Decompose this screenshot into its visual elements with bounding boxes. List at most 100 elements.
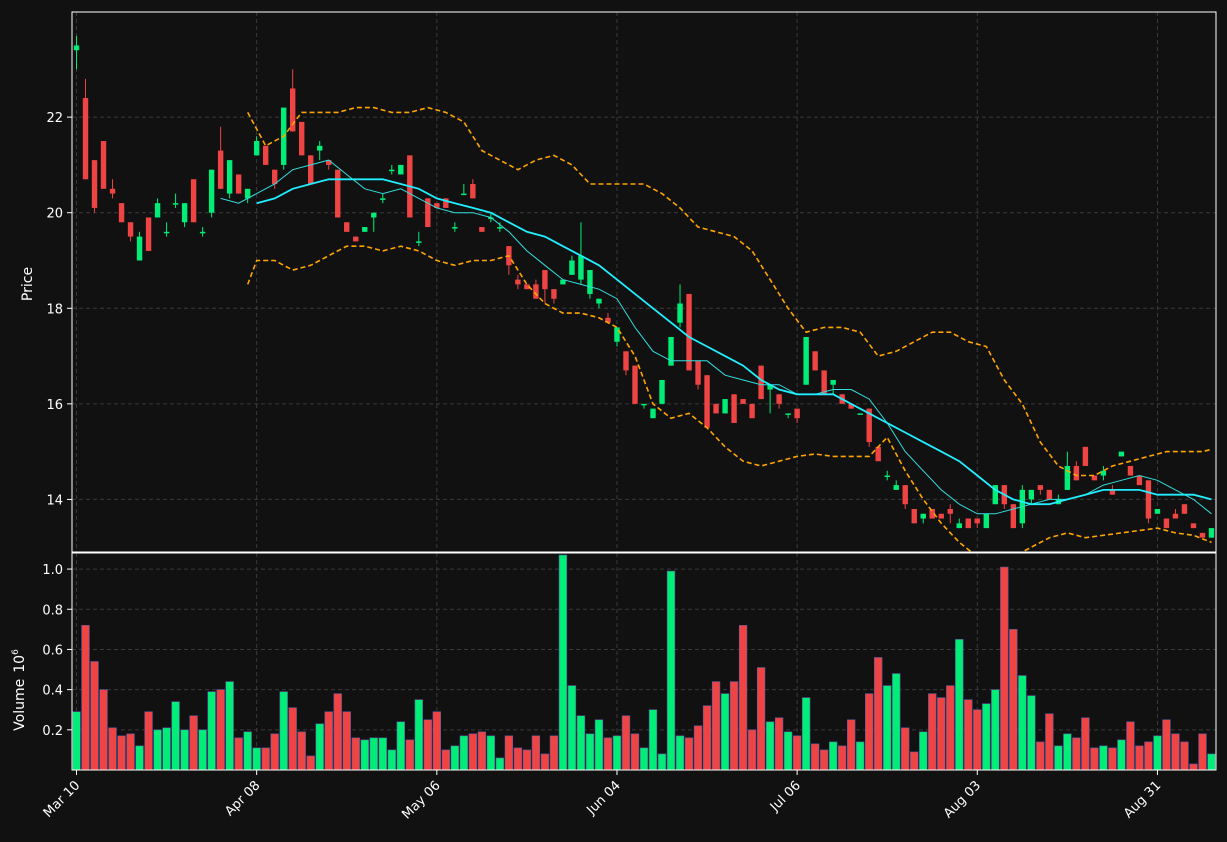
candle-body bbox=[731, 394, 737, 423]
candle-body bbox=[335, 169, 341, 218]
candle-body bbox=[578, 255, 584, 280]
candle-body bbox=[190, 179, 197, 223]
candle-body bbox=[1127, 465, 1134, 476]
volume-bar bbox=[783, 731, 793, 771]
volume-panel-frame bbox=[71, 552, 1217, 771]
price-tick-label: 18 bbox=[46, 302, 63, 317]
volume-bar bbox=[468, 733, 478, 771]
volume-bar bbox=[1090, 747, 1099, 771]
candle-body bbox=[353, 236, 359, 242]
volume-bar bbox=[1036, 741, 1045, 771]
volume-bar bbox=[396, 721, 405, 771]
volume-bar bbox=[450, 745, 460, 771]
candle-body bbox=[253, 141, 260, 156]
volume-bar bbox=[801, 697, 811, 771]
volume-bar bbox=[423, 719, 432, 771]
volume-bar bbox=[1063, 733, 1072, 771]
volume-bar bbox=[603, 737, 613, 771]
volume-tick-label: 0.2 bbox=[42, 724, 63, 739]
volume-bar bbox=[351, 737, 360, 771]
volume-bar bbox=[324, 711, 333, 771]
candle-body bbox=[109, 188, 116, 194]
candle-body bbox=[100, 141, 107, 189]
volume-axis-label-text: Volume bbox=[12, 679, 28, 731]
volume-bar bbox=[216, 689, 225, 771]
candle-body bbox=[641, 403, 647, 406]
candle-body bbox=[614, 327, 620, 342]
volume-bar bbox=[1081, 717, 1090, 771]
volume-axis-exponent-power: 6 bbox=[11, 649, 21, 655]
volume-bar bbox=[549, 735, 559, 771]
candle-body bbox=[803, 336, 809, 385]
volume-bars-layer bbox=[72, 554, 1216, 771]
candle-body bbox=[722, 399, 728, 414]
candle-body bbox=[1190, 523, 1197, 529]
candle-body bbox=[605, 317, 611, 323]
candle-body bbox=[163, 231, 170, 234]
candle-body bbox=[127, 222, 134, 237]
volume-bar bbox=[856, 741, 865, 771]
candle-body bbox=[776, 394, 782, 404]
candle-body bbox=[488, 217, 494, 219]
volume-bar bbox=[828, 741, 838, 771]
candle-body bbox=[740, 399, 746, 404]
candle-body bbox=[947, 508, 953, 514]
candle-body bbox=[749, 403, 755, 419]
volume-bar bbox=[1027, 695, 1036, 771]
fast-moving-average-line bbox=[220, 159, 1212, 515]
candle-body bbox=[686, 293, 692, 371]
volume-bar bbox=[684, 737, 694, 771]
volume-bar bbox=[198, 729, 207, 771]
volume-bar bbox=[639, 747, 649, 771]
volume-bar bbox=[1099, 745, 1108, 771]
candle-body bbox=[172, 203, 179, 205]
volume-bar bbox=[675, 735, 685, 771]
candle-body bbox=[587, 270, 593, 294]
candle-body bbox=[479, 227, 485, 232]
candle-body bbox=[262, 145, 269, 165]
candle-body bbox=[704, 375, 710, 428]
volume-bar bbox=[1126, 721, 1135, 771]
volume-bar bbox=[126, 733, 135, 771]
volume-bar bbox=[964, 699, 973, 771]
candle-body bbox=[82, 98, 89, 180]
volume-bar bbox=[765, 721, 775, 771]
candle-body bbox=[659, 379, 665, 404]
volume-bar bbox=[865, 693, 874, 771]
volume-bar bbox=[1144, 741, 1153, 771]
candle-body bbox=[154, 203, 161, 218]
volume-bar bbox=[756, 667, 766, 771]
volume-bar bbox=[108, 727, 117, 771]
candle-body bbox=[226, 160, 233, 194]
volume-tick-label: 0.6 bbox=[42, 643, 63, 658]
volume-bar bbox=[1009, 629, 1018, 771]
price-tick-label: 22 bbox=[46, 111, 63, 126]
candle-body bbox=[1154, 508, 1161, 514]
candle-body bbox=[145, 217, 152, 251]
price-gridlines bbox=[72, 12, 1216, 552]
volume-bar bbox=[585, 733, 595, 771]
volume-bar bbox=[342, 711, 351, 771]
candle-body bbox=[371, 212, 377, 218]
volume-bar bbox=[621, 715, 631, 771]
volume-bar bbox=[189, 715, 198, 771]
candle-body bbox=[758, 365, 764, 400]
candle-body bbox=[1172, 513, 1179, 519]
candle-body bbox=[821, 370, 827, 395]
candle-body bbox=[289, 88, 296, 132]
candle-body bbox=[1118, 451, 1125, 457]
volume-bar bbox=[522, 749, 532, 771]
candle-body bbox=[767, 384, 773, 390]
volume-bar bbox=[288, 707, 297, 771]
volume-bar bbox=[378, 737, 387, 771]
candle-body bbox=[199, 231, 206, 234]
volume-bar bbox=[576, 715, 586, 771]
volume-bar bbox=[495, 757, 505, 771]
volume-bar bbox=[477, 731, 487, 771]
candle-body bbox=[380, 198, 386, 200]
volume-bar bbox=[630, 733, 640, 771]
candle-body bbox=[470, 184, 476, 199]
volume-bar bbox=[1054, 745, 1063, 771]
